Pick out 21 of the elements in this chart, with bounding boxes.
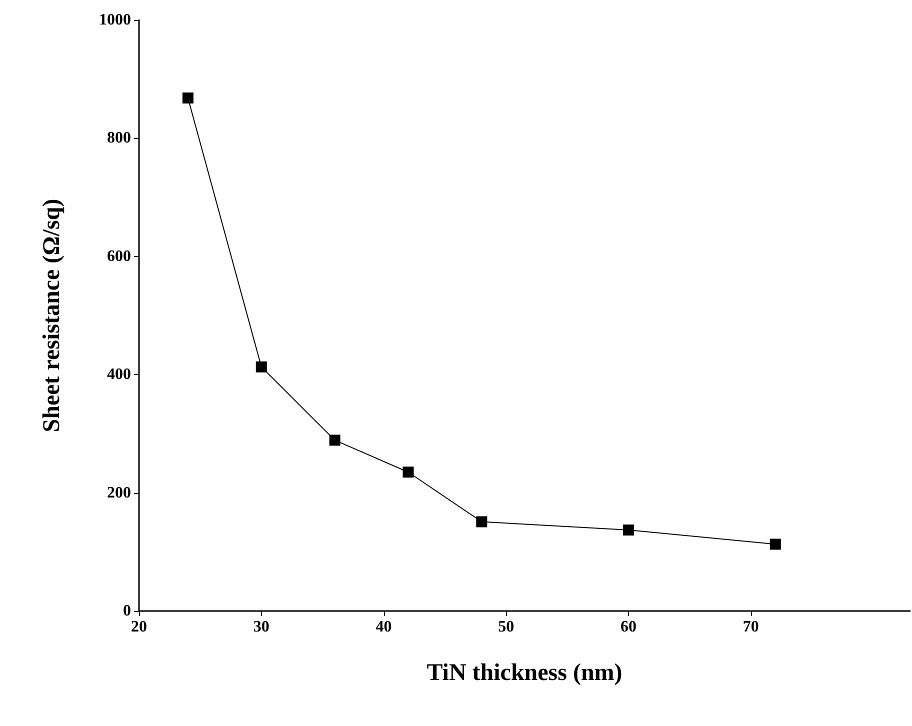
point (182, 92, 194, 104)
y-tick-label: 400 (107, 366, 131, 384)
x-tick-label: 50 (498, 618, 514, 636)
point (770, 538, 781, 550)
x-tick-label: 60 (620, 618, 637, 636)
y-tick-label: 200 (107, 484, 131, 502)
x-axis-title: TiN thickness (nm) (426, 660, 622, 686)
point (329, 434, 340, 446)
x-tick-label: 40 (376, 618, 392, 636)
point (623, 524, 634, 536)
y-tick-label: 800 (107, 130, 131, 147)
x-tick-label: 20 (131, 618, 147, 636)
point (256, 361, 267, 372)
y-axis-title: Sheet resistance (Ω/sq) (39, 198, 65, 432)
y-tick-label: 0 (123, 602, 131, 620)
x-tick-label: 70 (742, 618, 759, 636)
y-tick-label: 600 (107, 248, 131, 265)
point (402, 466, 414, 478)
x-tick-label: 30 (253, 618, 270, 636)
y-tick-label: 1000 (99, 12, 131, 28)
point (476, 516, 488, 528)
